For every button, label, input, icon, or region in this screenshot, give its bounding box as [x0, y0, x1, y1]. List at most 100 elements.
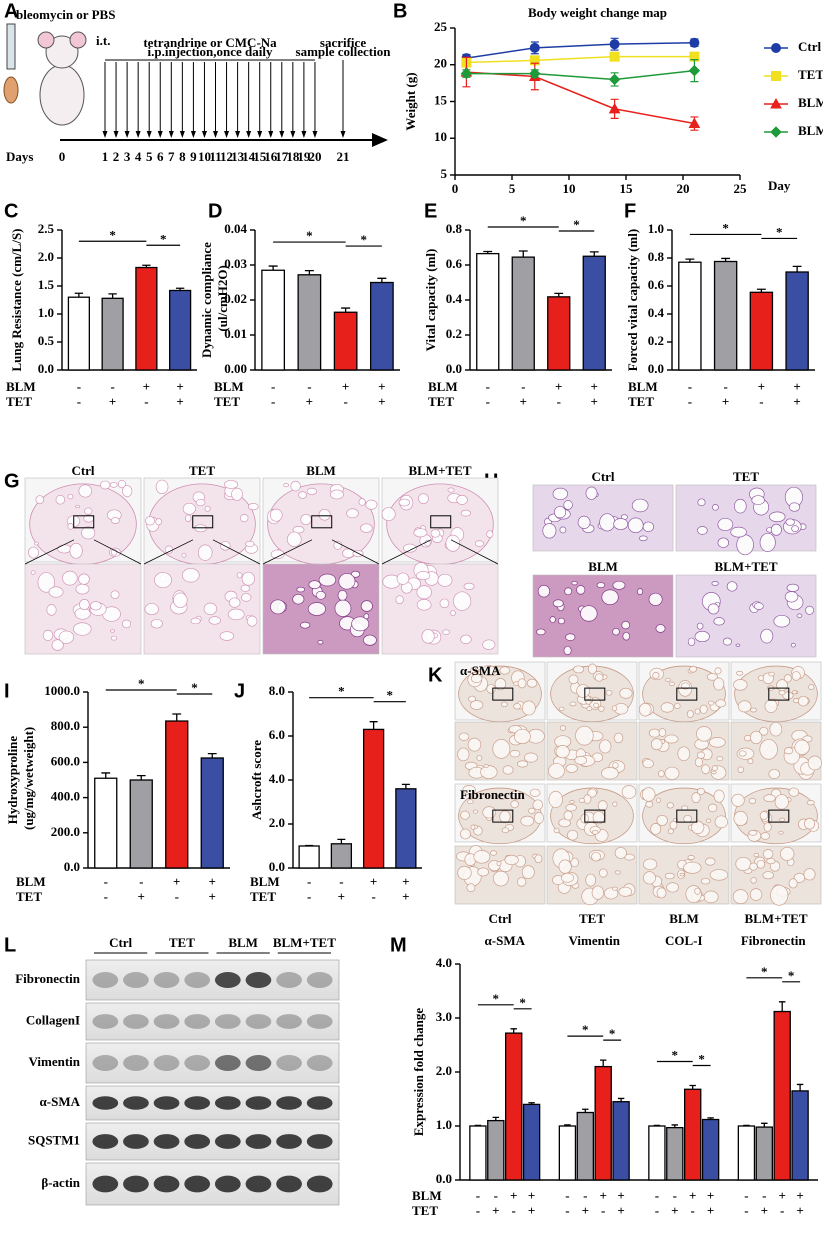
alveolus: [99, 480, 111, 490]
image-label: BLM+TET: [714, 559, 777, 574]
alveolus: [565, 633, 576, 641]
zoom-line: [93, 539, 142, 565]
y-tick-label: 0.01: [224, 326, 247, 341]
alveolus: [445, 534, 461, 552]
condition-sign: +: [528, 1203, 535, 1218]
zoom-box: [768, 809, 790, 823]
alveolus: [150, 618, 163, 629]
alveolus: [598, 868, 608, 878]
alveolus: [643, 858, 658, 871]
mouse-head: [45, 35, 79, 69]
alveolus: [737, 766, 744, 773]
blot-label: β-actin: [41, 1175, 80, 1190]
alveolus: [806, 800, 815, 806]
alveolus: [656, 887, 667, 899]
alveolus: [689, 665, 698, 673]
blot-band: [123, 972, 149, 988]
error-bar: [136, 774, 146, 780]
alveolus: [656, 814, 668, 826]
timeline-arrow: [372, 133, 388, 147]
alveolus: [558, 818, 571, 828]
blot-band: [153, 1055, 180, 1071]
alveolus: [181, 552, 187, 558]
alveolus: [696, 751, 705, 759]
alveolus: [270, 549, 285, 559]
significance-label: *: [520, 213, 527, 228]
alveolus: [691, 820, 705, 835]
alveolus: [470, 674, 483, 683]
bar: [791, 1090, 809, 1181]
day-label: 6: [157, 149, 164, 164]
zoom-box: [492, 687, 514, 701]
condition-sign: -: [175, 889, 179, 904]
alveolus: [722, 637, 733, 646]
alveolus: [648, 728, 661, 738]
blot-band: [214, 1096, 241, 1110]
condition-sign: -: [77, 379, 81, 394]
blot-band: [92, 972, 119, 988]
alveolus: [759, 726, 769, 736]
alveolus: [504, 854, 519, 866]
blot-band: [245, 972, 272, 988]
alveolus: [788, 878, 798, 889]
panel-label: G: [4, 470, 20, 492]
dose-arrow-head: [124, 131, 130, 138]
condition-sign: +: [402, 889, 409, 904]
panel-label: B: [393, 0, 407, 22]
condition-sign: +: [707, 1188, 714, 1203]
image-label: Ctrl: [71, 463, 94, 478]
error-bar: [207, 752, 217, 758]
alveolus: [731, 793, 745, 807]
day-label: 11: [209, 149, 221, 164]
alveolus: [144, 603, 159, 616]
condition-label: TET: [628, 394, 654, 409]
condition-sign: +: [778, 1188, 785, 1203]
alveolus: [496, 860, 502, 867]
alveolus: [622, 631, 631, 641]
blot-band: [245, 1055, 272, 1071]
alveolus: [638, 702, 652, 717]
blot-band: [123, 1175, 149, 1193]
alveolus: [300, 513, 312, 526]
alveolus: [486, 683, 496, 694]
alveolus: [122, 485, 133, 498]
condition-sign: +: [722, 394, 729, 409]
alveolus: [575, 725, 594, 746]
dose-arrow-head: [179, 131, 185, 138]
alveolus: [601, 767, 619, 780]
condition-sign: +: [555, 379, 562, 394]
alveolus: [749, 707, 757, 713]
alveolus: [738, 750, 747, 757]
blot-band: [214, 1055, 241, 1071]
bar: [612, 1101, 630, 1181]
blot-band: [92, 1096, 119, 1110]
alveolus: [453, 591, 472, 611]
condition-sign: +: [209, 874, 216, 889]
alveolus: [762, 871, 774, 880]
alveolus: [714, 667, 722, 675]
bar: [558, 1125, 577, 1181]
significance-label: *: [761, 964, 768, 979]
day-label: 16: [264, 149, 278, 164]
condition-sign: +: [758, 379, 765, 394]
marker: [608, 102, 621, 114]
alveolus: [245, 540, 255, 548]
bar: [135, 266, 158, 371]
alveolus: [457, 747, 470, 762]
alveolus: [664, 872, 675, 880]
panel-label: A: [4, 0, 18, 22]
alveolus: [81, 526, 96, 540]
marker: [609, 51, 620, 62]
condition-sign: +: [338, 889, 345, 904]
y-axis-label: Lung Resistance (cm/L/S): [9, 229, 24, 372]
alveolus: [110, 590, 120, 600]
alveolus: [683, 861, 702, 874]
error-bar: [564, 1124, 571, 1126]
alveolus: [763, 794, 776, 803]
alveolus: [712, 503, 719, 511]
condition-sign: -: [512, 1203, 516, 1218]
dose-arrow-head: [246, 131, 252, 138]
alveolus: [185, 514, 192, 522]
row-label: Fibronectin: [460, 787, 526, 802]
alveolus: [501, 827, 510, 834]
